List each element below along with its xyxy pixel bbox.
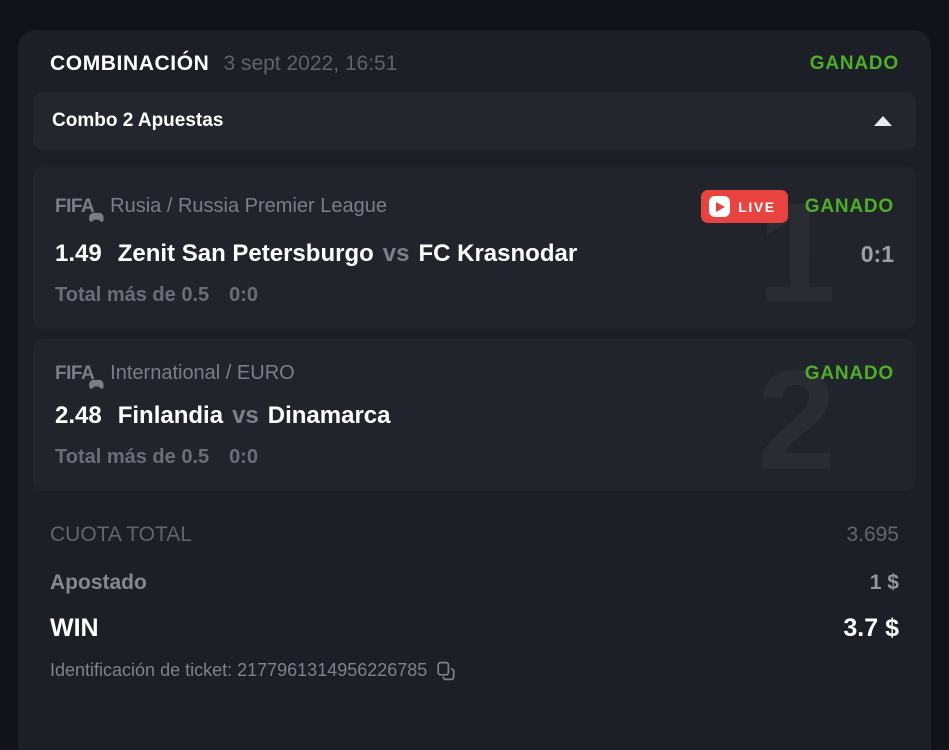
vs-label: vs: [232, 402, 259, 429]
ticket-type-title: COMBINACIÓN: [50, 52, 210, 75]
fifa-logo: FIFA: [55, 195, 104, 222]
bet-status-badge: GANADO: [804, 195, 894, 217]
copy-icon: [437, 661, 455, 680]
home-team: Zenit San Petersburgo: [117, 240, 374, 267]
ticket-datetime: 3 sept 2022, 16:51: [223, 52, 398, 75]
match-row: 2.48 Finlandia vs Dinamarca: [55, 402, 894, 430]
ticket-summary: CUOTA TOTAL 3.695 Apostado 1 $ WIN 3.7 $…: [18, 501, 931, 681]
market-name: Total más de 0.5: [55, 284, 210, 306]
market-score: 0:0: [229, 446, 259, 468]
live-label: LIVE: [738, 198, 776, 215]
stake-label: Apostado: [50, 571, 147, 594]
total-odds-label: CUOTA TOTAL: [50, 523, 192, 546]
away-team: Dinamarca: [267, 402, 391, 429]
league-name: Rusia / Russia Premier League: [110, 195, 387, 217]
chevron-up-icon: [874, 116, 892, 126]
fifa-logo-text: FIFA: [55, 362, 95, 384]
ticket-id-row: Identificación de ticket: 21779613149562…: [50, 660, 899, 681]
bet-card-2: 2 FIFA International / EURO GANADO 2.48 …: [33, 339, 916, 491]
home-team: Finlandia: [117, 402, 224, 429]
win-value: 3.7 $: [843, 614, 899, 642]
total-odds-value: 3.695: [846, 523, 899, 546]
bet-card-1: 1 FIFA Rusia / Russia Premier League LIV…: [33, 167, 916, 329]
gamepad-icon: [89, 379, 104, 389]
ticket-id-text: Identificación de ticket: 21779613149562…: [50, 660, 428, 680]
combo-label: Combo 2 Apuestas: [52, 110, 224, 131]
odds-value: 2.48: [55, 402, 102, 429]
total-odds-row: CUOTA TOTAL 3.695: [50, 523, 899, 547]
live-badge: LIVE: [701, 190, 788, 223]
vs-label: vs: [382, 240, 410, 267]
bet-ticket-card: COMBINACIÓN 3 sept 2022, 16:51 GANADO Co…: [18, 30, 931, 750]
market-name: Total más de 0.5: [55, 446, 210, 468]
bet-status-badge: GANADO: [804, 362, 894, 384]
league-row: FIFA International / EURO GANADO: [55, 362, 894, 389]
market-score: 0:0: [229, 284, 259, 306]
odds-value: 1.49: [55, 240, 102, 267]
ticket-status-badge: GANADO: [809, 53, 899, 74]
fifa-logo-text: FIFA: [55, 195, 95, 217]
league-name: International / EURO: [110, 362, 295, 384]
copy-button[interactable]: [436, 661, 456, 681]
market-row: Total más de 0.5 0:0: [55, 446, 894, 469]
fifa-logo: FIFA: [55, 362, 104, 389]
match-score: 0:1: [860, 240, 894, 267]
stake-row: Apostado 1 $: [50, 571, 899, 595]
market-row: Total más de 0.5 0:0: [55, 284, 894, 307]
stake-value: 1 $: [869, 571, 899, 594]
away-team: FC Krasnodar: [418, 240, 578, 267]
play-icon: [709, 196, 731, 217]
bet-index-watermark: 2: [757, 340, 836, 491]
combo-toggle-bar[interactable]: Combo 2 Apuestas: [33, 92, 916, 150]
league-row: FIFA Rusia / Russia Premier League LIVE …: [55, 190, 894, 223]
match-row: 1.49 Zenit San Petersburgo vs FC Krasnod…: [55, 240, 894, 268]
win-row: WIN 3.7 $: [50, 614, 899, 643]
gamepad-icon: [89, 212, 104, 222]
win-label: WIN: [50, 614, 99, 642]
ticket-header: COMBINACIÓN 3 sept 2022, 16:51 GANADO: [18, 30, 931, 92]
